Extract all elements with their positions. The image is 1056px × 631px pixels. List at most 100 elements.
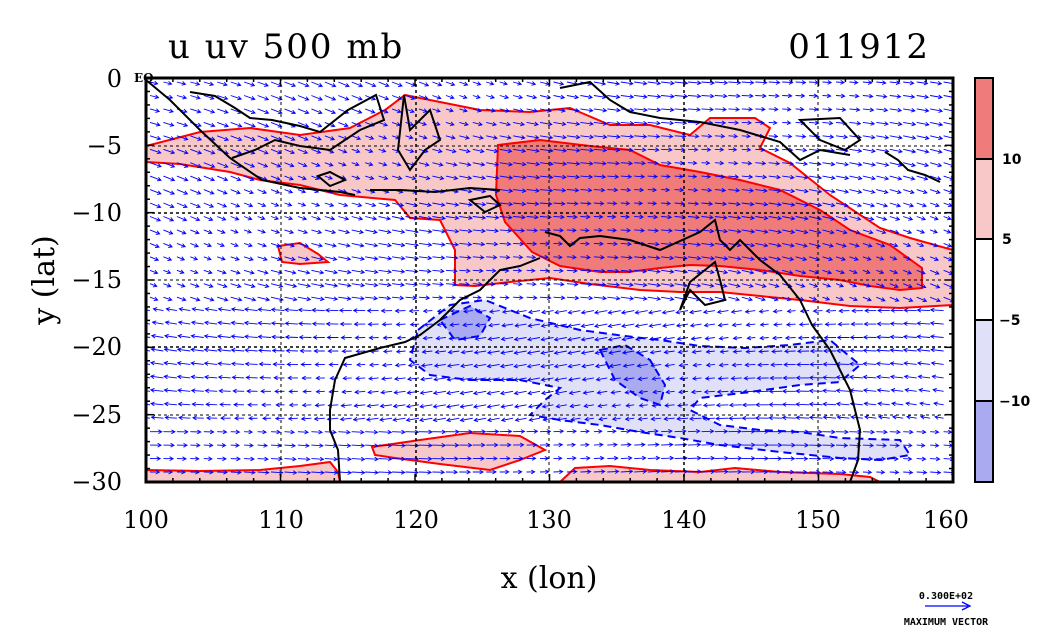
wind-vector xyxy=(580,442,590,448)
wind-vector xyxy=(822,161,836,167)
wind-vector xyxy=(149,283,158,288)
wind-vector xyxy=(217,347,231,353)
wind-vector xyxy=(311,216,322,221)
wind-vector xyxy=(445,148,457,154)
wind-vector xyxy=(889,175,903,181)
wind-vector xyxy=(876,321,890,327)
wind-vector xyxy=(486,295,496,300)
wind-vector xyxy=(690,389,702,395)
wind-vector xyxy=(785,322,796,327)
wind-vector xyxy=(203,81,215,87)
wind-vector xyxy=(459,442,473,448)
wind-vector xyxy=(889,107,903,113)
wind-vector xyxy=(634,428,645,434)
wind-vector xyxy=(190,469,200,475)
wind-vector xyxy=(674,80,689,86)
wind-vector xyxy=(848,374,863,380)
wind-vector xyxy=(473,417,487,423)
wind-vector xyxy=(459,94,468,100)
wind-vector xyxy=(420,363,433,368)
wind-vector xyxy=(741,107,754,112)
wind-vector xyxy=(297,135,309,141)
wind-vector xyxy=(445,242,460,247)
wind-vector xyxy=(526,81,537,86)
wind-vector xyxy=(422,335,433,341)
wind-vector xyxy=(703,322,715,328)
wind-vector xyxy=(714,80,729,86)
wind-vector xyxy=(634,120,648,126)
wind-vector xyxy=(889,347,904,353)
wind-vector xyxy=(701,133,713,139)
wind-vector xyxy=(327,348,339,354)
wind-vector xyxy=(513,377,527,382)
wind-vector xyxy=(311,269,325,275)
wind-vector xyxy=(217,216,227,221)
wind-vector xyxy=(595,376,608,382)
wind-vector xyxy=(728,93,741,99)
wind-vector xyxy=(647,174,659,179)
wind-vector xyxy=(351,135,362,141)
wind-vector xyxy=(257,148,269,155)
wind-vector xyxy=(513,442,525,448)
wind-vector xyxy=(687,133,700,139)
wind-vector xyxy=(432,162,444,167)
wind-vector xyxy=(351,429,365,435)
wind-vector xyxy=(607,187,619,193)
x-tick-label: 130 xyxy=(526,506,572,534)
wind-vector xyxy=(676,416,689,422)
wind-vector xyxy=(244,429,254,435)
wind-vector xyxy=(392,282,405,288)
wind-vector xyxy=(190,229,200,235)
wind-vector xyxy=(284,429,296,435)
wind-vector xyxy=(809,188,823,194)
wind-vector xyxy=(378,295,392,301)
wind-vector xyxy=(217,121,229,128)
wind-vector xyxy=(889,456,899,462)
wind-vector xyxy=(620,255,633,260)
wind-vector xyxy=(876,162,890,167)
colorbar-label: −10 xyxy=(999,394,1030,410)
wind-vector xyxy=(553,254,563,260)
wind-vector xyxy=(835,269,845,275)
wind-vector xyxy=(714,455,729,461)
wind-vector xyxy=(714,469,729,474)
wind-vector xyxy=(677,403,689,408)
wind-vector xyxy=(714,256,729,261)
wind-vector xyxy=(190,81,201,86)
wind-vector xyxy=(149,242,160,248)
wind-vector xyxy=(782,242,795,248)
wind-vector xyxy=(392,429,406,435)
wind-vector xyxy=(862,148,876,154)
wind-vector xyxy=(297,108,310,115)
wind-vector xyxy=(257,242,267,248)
wind-vector xyxy=(634,80,648,86)
wind-vector xyxy=(472,295,482,300)
wind-vector xyxy=(567,377,581,382)
wind-vector xyxy=(808,375,823,380)
wind-vector xyxy=(342,375,352,381)
wind-vector xyxy=(768,415,783,421)
wind-vector xyxy=(809,429,823,435)
wind-vector xyxy=(488,322,500,328)
wind-vector xyxy=(862,296,872,302)
wind-vector xyxy=(418,175,431,181)
wind-vector xyxy=(728,120,740,126)
wind-vector xyxy=(580,214,591,220)
wind-vector xyxy=(217,242,225,247)
wind-vector xyxy=(486,469,497,475)
wind-vector xyxy=(701,283,715,288)
wind-vector xyxy=(190,148,203,155)
wind-vector xyxy=(889,189,902,195)
wind-vector xyxy=(876,456,887,462)
wind-vector xyxy=(768,442,783,448)
wind-vector xyxy=(741,215,756,221)
wind-vector xyxy=(581,377,594,382)
wind-vector xyxy=(891,401,904,407)
wind-vector xyxy=(192,415,204,421)
wind-vector xyxy=(718,335,729,341)
wind-vector xyxy=(486,135,498,140)
wind-vector xyxy=(163,121,175,127)
wind-vector xyxy=(324,162,334,167)
wind-vector xyxy=(351,121,362,127)
wind-vector xyxy=(391,81,403,87)
